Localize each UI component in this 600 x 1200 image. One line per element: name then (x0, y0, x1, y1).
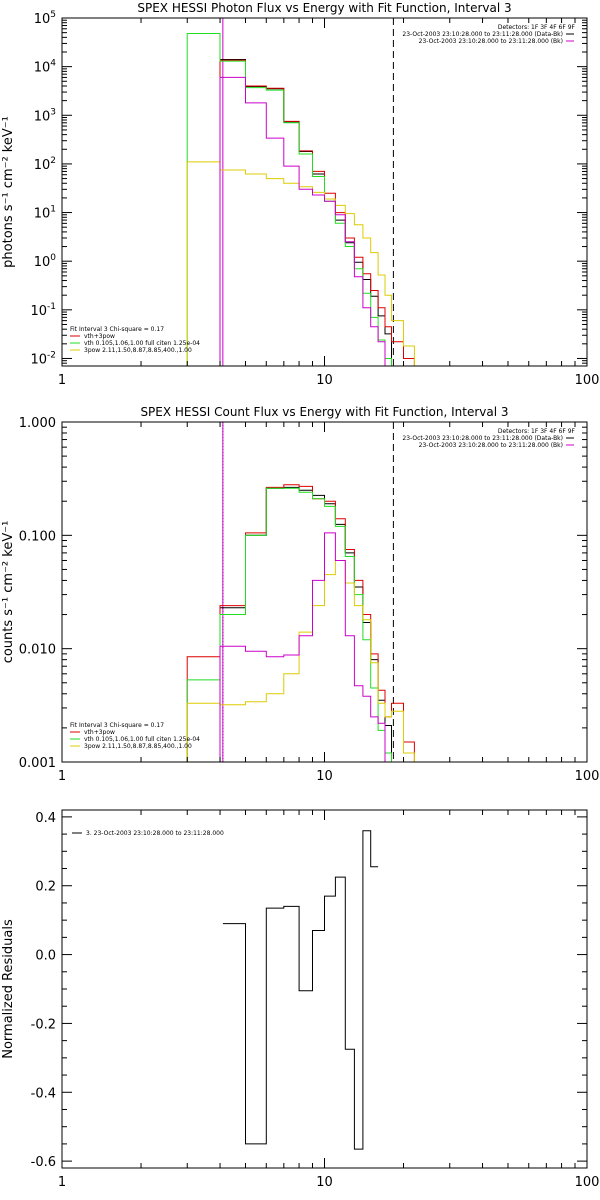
residuals-y-tick-label: -0.4 (31, 1086, 56, 1101)
photon-fit-legend-label: vth 0.105,1.06,1.00 full citen 1.25e-04 (84, 340, 200, 347)
count-fit-legend-label: 3pow 2.11,1.50,8.87,8.85,400.,1.00 (84, 743, 192, 750)
count-y-axis-label: counts s⁻¹ cm⁻² keV⁻¹ (1, 521, 16, 664)
photon-y-tick-base: 10 (34, 207, 51, 222)
photon-y-tick-base: 10 (34, 12, 51, 27)
photon-y-tick-label: 10-2 (30, 350, 56, 367)
photon-y-tick-base: 10 (34, 109, 51, 124)
photon-y-tick-exponent: 0 (50, 253, 56, 263)
count-y-tick-label: 0.100 (19, 529, 56, 544)
photon-x-tick-label: 10 (316, 373, 333, 388)
count-y-tick-label: 1.000 (19, 416, 56, 431)
photon-y-tick-label: 105 (34, 10, 56, 27)
photon-y-tick-label: 101 (34, 205, 56, 222)
photon-chart-title: SPEX HESSI Photon Flux vs Energy with Fi… (137, 1, 511, 15)
photon-y-tick-exponent: 1 (50, 205, 56, 215)
count-series-background_fit (219, 532, 386, 762)
photon-y-tick-exponent: -2 (47, 350, 56, 360)
count-chart-title: SPEX HESSI Count Flux vs Energy with Fit… (140, 405, 508, 419)
photon-y-tick-label: 102 (34, 156, 56, 173)
photon-legend-bk: 23-Oct-2003 23:10:28.000 to 23:11:28.000… (419, 38, 563, 45)
residuals-y-tick-label: 0.4 (35, 811, 56, 826)
photon-x-tick-label: 100 (575, 373, 600, 388)
residuals-series-residuals (222, 830, 379, 1150)
photon-y-tick-label: 104 (34, 59, 57, 76)
residuals-panel: Normalized Residuals 1 10 100 -0.6 -0.4 -0.2 0.… (1, 809, 600, 1190)
photon-y-tick-exponent: 3 (50, 107, 56, 117)
residuals-legend-label: 3. 23-Oct-2003 23:10:28.000 to 23:11:28.… (86, 830, 224, 837)
photon-y-tick-base: 10 (34, 158, 51, 173)
count-x-tick-label: 100 (575, 769, 600, 784)
count-fit-legend-label: vth 0.105,1.06,1.00 full citen 1.25e-04 (84, 736, 200, 743)
count-flux-panel: SPEX HESSI Count Flux vs Energy with Fit… (1, 405, 599, 784)
photon-y-tick-base: 10 (30, 352, 47, 367)
photon-y-tick-exponent: -1 (47, 302, 56, 312)
photon-y-tick-exponent: 2 (50, 156, 56, 166)
residuals-x-tick-label: 1 (58, 1175, 66, 1190)
photon-y-tick-base: 10 (34, 61, 51, 76)
count-fit-legend-label: vth+3pow (84, 729, 115, 736)
count-legend-bk: 23-Oct-2003 23:10:28.000 to 23:11:28.000… (419, 442, 563, 449)
photon-fit-legend-header: Fit Interval 3 Chi-square = 0.17 (70, 326, 164, 333)
count-x-tick-label: 10 (316, 769, 333, 784)
residuals-y-tick-label: 0.0 (35, 949, 56, 964)
photon-y-tick-label: 100 (34, 253, 57, 270)
photon-y-tick-label: 10-1 (30, 302, 56, 319)
residuals-x-tick-label: 100 (575, 1175, 600, 1190)
count-y-tick-label: 0.001 (19, 756, 56, 771)
photon-fit-legend-label: 3pow 2.11,1.50,8.87,8.85,400.,1.00 (84, 347, 192, 354)
photon-y-tick-base: 10 (34, 255, 51, 270)
photon-y-tick-exponent: 4 (50, 59, 56, 69)
photon-series-three_pow (186, 161, 415, 366)
photon-legend-data-bk: 23-Oct-2003 23:10:28.000 to 23:11:28.000… (402, 31, 563, 38)
photon-y-tick-label: 103 (34, 107, 56, 124)
count-legend-detectors: Detectors: 1F 3F 4F 6F 9F (498, 428, 576, 435)
residuals-y-axis-label: Normalized Residuals (1, 919, 16, 1059)
photon-fit-legend-label: vth+3pow (84, 333, 115, 340)
residuals-plot-area (222, 830, 379, 1150)
photon-y-tick-exponent: 5 (50, 10, 56, 20)
residuals-y-tick-label: 0.2 (35, 880, 56, 895)
photon-flux-panel: SPEX HESSI Photon Flux vs Energy with Fi… (1, 1, 599, 388)
photon-legend-detectors: Detectors: 1F 3F 4F 6F 9F (498, 24, 576, 31)
photon-y-tick-base: 10 (30, 304, 47, 319)
photon-y-axis-label: photons s⁻¹ cm⁻² keV⁻¹ (1, 116, 16, 268)
count-plot-area (186, 422, 415, 762)
residuals-y-tick-label: -0.6 (31, 1155, 56, 1170)
residuals-x-tick-label: 10 (316, 1175, 333, 1190)
count-x-tick-label: 1 (58, 769, 66, 784)
photon-x-tick-label: 1 (58, 373, 66, 388)
residuals-y-tick-label: -0.2 (31, 1017, 56, 1032)
photon-series-background_fit (219, 76, 386, 366)
photon-plot-area (186, 18, 415, 366)
count-fit-legend-header: Fit Interval 3 Chi-square = 0.17 (70, 722, 164, 729)
count-y-tick-label: 0.010 (19, 643, 56, 658)
count-legend-data-bk: 23-Oct-2003 23:10:28.000 to 23:11:28.000… (402, 435, 563, 442)
